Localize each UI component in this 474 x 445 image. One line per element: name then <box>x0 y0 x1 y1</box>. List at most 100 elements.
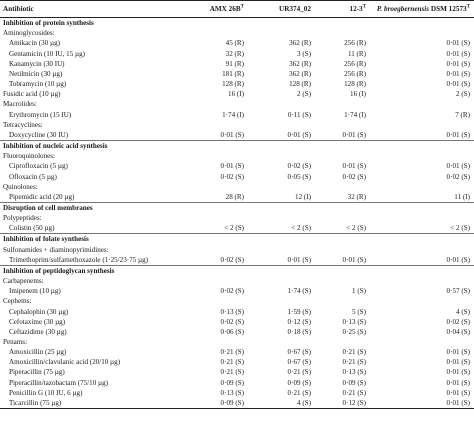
table-row: Gentamicin (10 IU, 15 µg) 32 (R) 3 (S) 11 (… <box>0 49 474 59</box>
mic-value: 0·01 (S) <box>446 162 470 171</box>
group-label: Tetracyclines: <box>3 120 43 129</box>
mic-value: 362 (R) <box>289 69 311 78</box>
table-row: Cephalophin (30 µg) 0·13 (S) 1·59 (S) 5 (S)… <box>0 307 474 317</box>
mic-value: 0·13 (S) <box>220 307 244 316</box>
mic-value: < 2 (S) <box>224 224 244 233</box>
mic-value: 11 (I) <box>454 192 470 201</box>
antibiotic-name: Piperacillin (75 µg) <box>9 368 65 377</box>
table-row: Amoxicillin/clavulanic acid (20/10 µg) 0·… <box>0 357 474 367</box>
mic-value: 0·01 (S) <box>287 255 311 264</box>
mic-value: < 2 (S) <box>291 224 311 233</box>
antibiotic-name: Amoxicillin (25 µg) <box>9 348 67 357</box>
mic-value: 181 (R) <box>222 69 244 78</box>
mic-value: 0·09 (S) <box>287 378 311 387</box>
mic-value: 0·02 (S) <box>220 172 244 181</box>
antibiotic-name: Gentamicin (10 IU, 15 µg) <box>9 49 85 58</box>
mic-value: 256 (R) <box>344 69 366 78</box>
group-row: Cephems: <box>0 296 474 306</box>
mic-value: 11 (R) <box>347 49 366 58</box>
group-label: Penams: <box>3 338 28 346</box>
table-row: Fusidic acid (10 µg) 16 (I) 2 (S) 16 (I) 2 (… <box>0 89 474 99</box>
mic-value: 0·21 (S) <box>342 348 366 357</box>
group-row: Penams: <box>0 337 474 347</box>
mic-value: 0·13 (S) <box>342 317 366 326</box>
section-label: Disruption of cell membranes <box>0 201 474 214</box>
section-label: Inhibition of protein synthesis <box>3 19 94 28</box>
mic-value: 0·01 (S) <box>342 162 366 171</box>
group-row: Fluoroquinolones: <box>0 151 474 161</box>
table-row: Ofloxacin (5 µg) 0·02 (S) 0·05 (S) 0·02 (S)… <box>0 172 474 182</box>
group-row: Polypeptides: <box>0 213 474 223</box>
header-col4: P. broegbernensis DSM 12573T <box>370 0 474 19</box>
mic-value: 0·01 (S) <box>446 378 470 387</box>
mic-value: 0·01 (S) <box>446 49 470 58</box>
mic-value: 0·05 (S) <box>287 172 311 181</box>
mic-value: 7 (R) <box>455 110 470 119</box>
mic-value: 0·57 (S) <box>446 287 470 296</box>
mic-value: 0·01 (S) <box>342 130 366 139</box>
header-row: Antibiotic AMX 26BT UR374_02 12-3T P. br… <box>0 0 474 19</box>
mic-value: 32 (R) <box>347 192 366 201</box>
antibiotic-name: Tobramycin (10 µg) <box>9 80 67 89</box>
antibiotic-name: Kanamycin (30 IU) <box>9 59 65 68</box>
mic-value: 0·01 (S) <box>446 130 470 139</box>
mic-value: 128 (R) <box>222 80 244 89</box>
header-col4-strain: DSM 12573 <box>429 5 467 13</box>
mic-value: 0·01 (S) <box>342 255 366 264</box>
group-label: Carbapenems: <box>3 277 44 286</box>
section-row: Inhibition of peptidoglycan synthesis <box>0 264 474 277</box>
table-row: Ciprofloxacin (5 µg) 0·01 (S) 0·02 (S) 0·01… <box>0 161 474 171</box>
antibiotic-name: Trimethoprim/sulfamethoxazole (1·25/23·7… <box>9 255 148 264</box>
mic-value: 4 (S) <box>248 397 315 410</box>
group-row: Quinolones: <box>0 182 474 192</box>
mic-value: 128 (R) <box>289 80 311 89</box>
header-col3-sup: T <box>362 4 366 10</box>
mic-value: 0·01 (S) <box>446 69 470 78</box>
mic-value: 362 (R) <box>289 39 311 48</box>
antibiotic-name: Imipenem (10 µg) <box>9 287 61 296</box>
group-label: Cephems: <box>3 297 32 306</box>
section-label: Inhibition of folate synthesis <box>0 233 474 245</box>
table-row: Piperacillin/tazobactam (75/10 µg) 0·09 (… <box>0 378 474 388</box>
header-col4-species: P. broegbernensis <box>376 5 430 13</box>
mic-value: 32 (R) <box>225 49 244 58</box>
mic-value: 0·02 (S) <box>342 172 366 181</box>
antibiotic-name: Pipemidic acid (20 µg) <box>9 192 75 201</box>
mic-value: 1·74 (S) <box>287 287 311 296</box>
mic-value: 1·74 (I) <box>344 110 366 119</box>
antibiotic-name: Doxycycline (30 IU) <box>9 130 69 139</box>
section-label: Inhibition of nucleic acid synthesis <box>0 140 474 152</box>
mic-value: 0·01 (S) <box>220 162 244 171</box>
table-row: Trimethoprim/sulfamethoxazole (1·25/23·7… <box>0 255 474 266</box>
antibiotic-name: Piperacillin/tazobactam (75/10 µg) <box>9 378 109 387</box>
group-row: Tetracyclines: <box>0 120 474 130</box>
header-antibiotic: Antibiotic <box>0 0 176 19</box>
table-row: Doxycycline (30 IU) 0·01 (S) 0·01 (S) 0·01 … <box>0 130 474 141</box>
mic-value: 0·09 (S) <box>342 378 366 387</box>
mic-value: < 2 (S) <box>346 224 366 233</box>
antibiotic-name: Amoxicillin/clavulanic acid (20/10 µg) <box>9 358 121 367</box>
antibiotic-name: Colistin (50 µg) <box>9 224 55 233</box>
group-label: Sulfonamides + diaminopyrimidines: <box>3 245 109 254</box>
mic-value: 0·18 (S) <box>287 327 311 336</box>
mic-value: 0·21 (S) <box>287 388 311 397</box>
mic-value: 2 (S) <box>297 90 311 99</box>
antibiotic-name: Ofloxacin (5 µg) <box>9 172 57 181</box>
mic-value: 0·01 (S) <box>446 388 470 397</box>
mic-value: 0·25 (S) <box>342 327 366 336</box>
mic-value: 0·11 (S) <box>287 110 311 119</box>
mic-value: 16 (I) <box>228 90 244 99</box>
antibiotic-name: Cefotaxime (30 µg) <box>9 317 66 326</box>
mic-value: 91 (R) <box>225 59 244 68</box>
antibiotic-name: Penicillin G (10 IU, 6 µg) <box>9 388 83 397</box>
mic-value: 0·01 (S) <box>446 348 470 357</box>
mic-value: 0·09 (S) <box>176 397 248 410</box>
group-label: Quinolones: <box>3 182 38 191</box>
table-row: Cefotaxime (30 µg) 0·02 (S) 0·12 (S) 0·13 (… <box>0 317 474 327</box>
table-row: Imipenem (10 µg) 0·02 (S) 1·74 (S) 1 (S) 0·5… <box>0 286 474 296</box>
mic-value: 2 (S) <box>456 90 470 99</box>
mic-value: 0·21 (S) <box>342 358 366 367</box>
mic-value: 28 (R) <box>225 192 244 201</box>
mic-value: 0·02 (S) <box>287 162 311 171</box>
mic-value: 16 (I) <box>350 90 366 99</box>
